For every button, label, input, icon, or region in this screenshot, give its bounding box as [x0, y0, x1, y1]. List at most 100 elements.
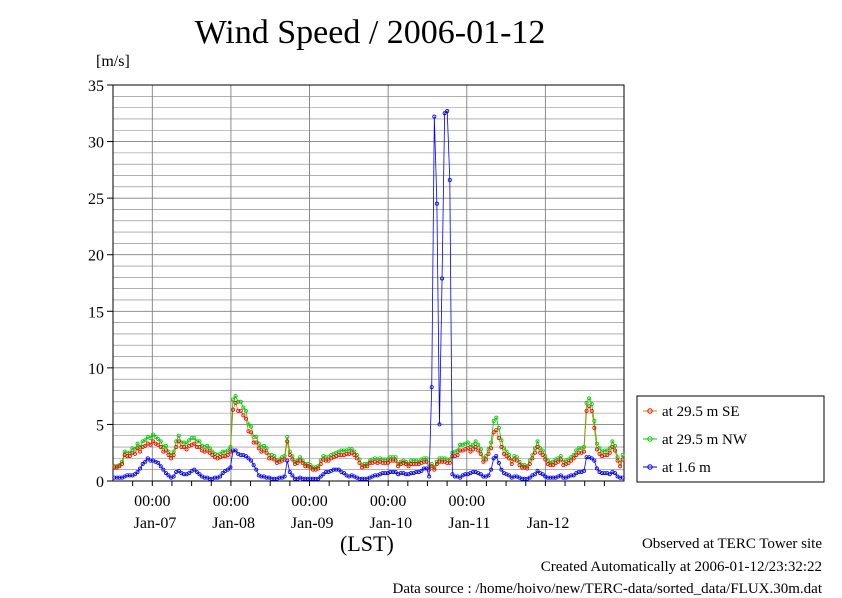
data-point — [187, 471, 192, 476]
data-point — [285, 439, 290, 444]
data-point — [151, 432, 156, 437]
data-point — [455, 448, 460, 453]
data-point — [336, 467, 341, 472]
data-point — [303, 476, 308, 481]
data-point — [148, 436, 153, 441]
data-point — [403, 462, 408, 467]
data-point — [540, 448, 545, 453]
data-point — [592, 419, 597, 424]
data-point — [532, 450, 537, 455]
data-point — [584, 408, 589, 413]
data-point — [194, 445, 199, 450]
data-point — [339, 452, 344, 457]
x-date-label: Jan-10 — [370, 515, 413, 532]
data-point — [272, 457, 277, 462]
data-point — [331, 467, 336, 472]
data-point — [308, 476, 313, 481]
data-point — [112, 465, 117, 470]
y-axis-unit: [m/s] — [96, 53, 130, 70]
data-point — [486, 451, 491, 456]
series-se-line — [114, 401, 624, 471]
data-point — [481, 459, 486, 464]
data-point — [558, 473, 563, 478]
data-point — [334, 467, 339, 472]
data-point — [251, 463, 256, 468]
data-point — [295, 458, 300, 463]
data-point — [548, 475, 553, 480]
data-point — [298, 458, 303, 463]
data-point — [496, 460, 501, 465]
data-point — [171, 474, 176, 479]
data-point — [440, 276, 445, 281]
data-point — [551, 463, 556, 468]
data-point — [311, 465, 316, 470]
data-point — [132, 472, 137, 477]
data-point — [243, 416, 248, 421]
data-point — [393, 458, 398, 463]
data-point — [576, 469, 581, 474]
data-point — [292, 476, 297, 481]
data-point — [233, 448, 238, 453]
footer-created: Created Automatically at 2006-01-12/23:3… — [540, 559, 822, 575]
data-point — [117, 464, 122, 469]
x-date-label: Jan-12 — [527, 515, 570, 532]
data-point — [140, 462, 145, 467]
data-point — [194, 469, 199, 474]
x-tick-label: 00:00 — [291, 493, 327, 510]
data-point — [429, 464, 434, 469]
y-tick-label: 15 — [88, 304, 104, 321]
data-point — [197, 472, 202, 477]
data-point — [341, 471, 346, 476]
data-point — [514, 458, 519, 463]
data-point — [556, 459, 561, 464]
data-point — [584, 455, 589, 460]
data-point — [551, 475, 556, 480]
data-point — [421, 459, 426, 464]
data-point — [620, 457, 625, 462]
data-point — [259, 474, 264, 479]
data-point — [504, 449, 509, 454]
series-nw — [112, 394, 625, 470]
data-point — [300, 460, 305, 465]
data-point — [615, 458, 620, 463]
data-point — [414, 469, 419, 474]
data-point — [220, 471, 225, 476]
data-point — [261, 448, 266, 453]
data-point — [349, 450, 354, 455]
data-point — [491, 419, 496, 424]
data-point — [143, 459, 148, 464]
data-point — [509, 462, 514, 467]
data-point — [538, 450, 543, 455]
data-point — [414, 462, 419, 467]
x-tick-label: 00:00 — [449, 493, 485, 510]
legend-label: at 1.6 m — [662, 460, 711, 476]
data-point — [486, 473, 491, 478]
footer-source: Data source : /home/hoivo/new/TERC-data/… — [392, 581, 823, 597]
data-point — [424, 459, 429, 464]
data-point — [507, 473, 512, 478]
data-point — [231, 407, 236, 412]
data-point — [581, 449, 586, 454]
data-point — [463, 472, 468, 477]
data-point — [148, 458, 153, 463]
data-point — [290, 457, 295, 462]
data-point — [249, 424, 254, 429]
data-point — [197, 439, 202, 444]
data-point — [489, 446, 494, 451]
plot-frame — [112, 84, 625, 482]
data-point — [166, 473, 171, 478]
data-point — [354, 456, 359, 461]
legend-swatch-marker — [647, 464, 653, 470]
legend-label: at 29.5 m SE — [662, 404, 740, 420]
data-point — [569, 458, 574, 463]
data-point — [530, 456, 535, 461]
data-point — [336, 452, 341, 457]
footer-observed: Observed at TERC Tower site — [641, 536, 822, 552]
data-point — [148, 442, 153, 447]
data-point — [471, 469, 476, 474]
data-point — [592, 458, 597, 463]
data-point — [409, 471, 414, 476]
y-tick-label: 10 — [88, 361, 104, 378]
data-point — [254, 467, 259, 472]
data-point — [504, 454, 509, 459]
